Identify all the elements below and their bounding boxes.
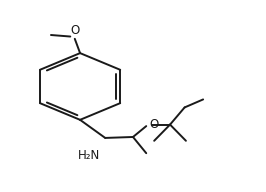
Text: O: O xyxy=(149,118,158,131)
Text: H₂N: H₂N xyxy=(78,149,101,162)
Text: O: O xyxy=(70,24,80,36)
